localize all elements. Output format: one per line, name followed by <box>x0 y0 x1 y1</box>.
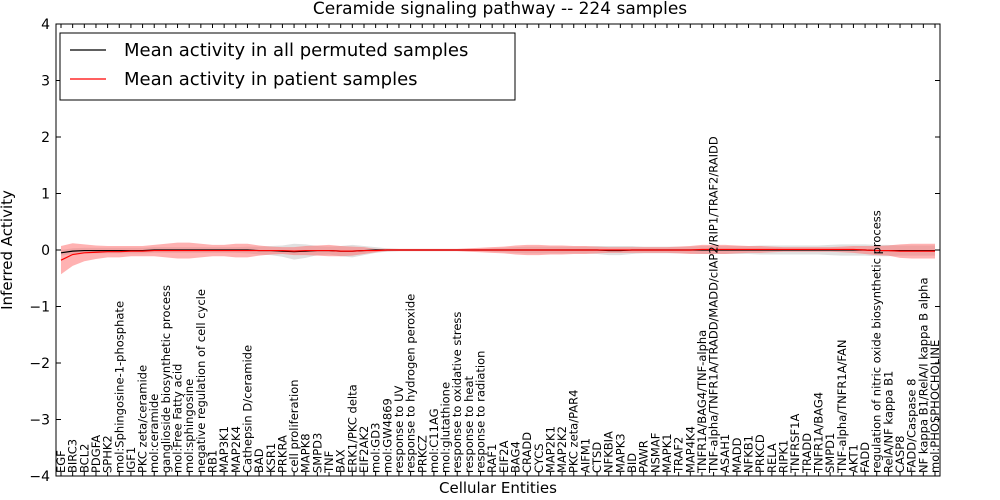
x-tick-label: TNF-alpha/TNFR1A/TRADD/MADD/cIAP2/RIP1/T… <box>707 136 721 474</box>
x-tick-label: mol:ceramide <box>147 394 161 473</box>
x-tick-label: TNF <box>322 451 336 474</box>
x-tick-label: response to radiation <box>474 351 488 473</box>
x-tick-label: RB1 <box>205 450 219 473</box>
x-tick-label: FADD/Caspase 8 <box>905 379 919 473</box>
x-tick-label: IGF1 <box>124 447 138 473</box>
x-tick-label: BID <box>625 453 639 473</box>
y-tick-label: 2 <box>41 130 50 146</box>
patient-mean-line <box>60 248 935 261</box>
legend-entry: Mean activity in patient samples <box>124 69 418 90</box>
x-tick-label: Cathepsin D/ceramide <box>240 345 254 473</box>
y-tick-label: −2 <box>29 356 50 372</box>
x-tick-label: PRKRA <box>275 435 289 473</box>
x-tick-label: mol:Sphingosine-1-phosphate <box>112 301 126 473</box>
x-tick-label: PAWR <box>637 440 651 473</box>
x-tick-label: MAP4K4 <box>683 426 697 473</box>
x-tick-label: MAPK8 <box>299 433 313 473</box>
x-axis-label: Cellular Entities <box>439 479 557 497</box>
x-tick-label: mol:GD3 <box>369 423 383 473</box>
x-tick-label: CYCS <box>532 443 546 473</box>
x-tick-label: TNF-alpha/TNFR1A/FAN <box>835 340 849 474</box>
x-tick-label: FADD <box>858 442 872 473</box>
x-tick-label: TNFR1A/BAG4 <box>811 392 825 474</box>
x-tick-label: TRAF2 <box>672 437 686 474</box>
y-tick-label: −4 <box>29 469 50 485</box>
x-tick-label: EIF2AK2 <box>357 426 371 473</box>
x-tick-label: ERK1/PKC delta <box>345 384 359 473</box>
x-tick-label: response to heat <box>462 376 476 473</box>
x-tick-label: MAP2K4 <box>229 426 243 473</box>
x-tick-label: PDGFA <box>89 435 103 473</box>
x-tick-label: MAPK3 <box>613 433 627 473</box>
x-tick-label: MAP3K1 <box>217 426 231 473</box>
x-tick-label: regulation of nitric oxide biosynthetic … <box>870 210 884 473</box>
x-tick-label: MADD <box>730 437 744 473</box>
x-tick-label: ganglioside biosynthetic process <box>159 285 173 473</box>
x-tick-label: BAX <box>334 449 348 473</box>
x-tick-label: MAPK1 <box>660 433 674 473</box>
legend-entry: Mean activity in all permuted samples <box>124 40 468 61</box>
y-tick-label: 0 <box>41 243 50 259</box>
x-tick-label: AIFM1 <box>578 438 592 473</box>
x-tick-label: mol:Free Fatty acid <box>171 364 185 473</box>
x-tick-label: BAD <box>252 448 266 473</box>
y-axis-label: Inferred Activity <box>0 190 16 310</box>
chart-title: Ceramide signaling pathway -- 224 sample… <box>313 0 687 19</box>
x-tick-label: SMPD1 <box>823 433 837 473</box>
y-tick-label: −3 <box>29 413 50 429</box>
x-tick-label: RelA/NF kappa B1 <box>881 371 895 473</box>
x-tick-label: PKC zeta/PAR4 <box>567 390 581 473</box>
x-tick-label: response to oxidative stress <box>450 312 464 473</box>
x-tick-label: EGF <box>54 450 68 473</box>
x-tick-label: TNFRSF1A <box>788 414 802 474</box>
x-tick-label: NSMAF <box>648 433 662 473</box>
x-tick-label: TRADD <box>800 433 814 474</box>
x-tick-label: BCL2 <box>77 444 91 473</box>
x-tick-label: response to hydrogen peroxide <box>404 294 418 473</box>
patient-std-band <box>61 242 935 275</box>
x-tick-label: EIF2A <box>497 440 511 473</box>
x-tick-label: SMPD3 <box>310 433 324 473</box>
x-tick-label: PKC zeta/ceramide <box>136 365 150 473</box>
y-tick-label: 1 <box>41 187 50 203</box>
x-tick-label: mol:C11AG <box>427 408 441 473</box>
x-tick-label: RIPK1 <box>777 440 791 473</box>
y-tick-label: 3 <box>41 74 50 90</box>
y-tick-label: 4 <box>41 17 50 33</box>
x-tick-label: NF kappa B1/RelA/I kappa B alpha <box>916 277 930 473</box>
x-tick-label: TNFR1A/BAG4/TNF-alpha <box>695 330 709 474</box>
x-tick-label: MAP2K1 <box>543 426 557 473</box>
x-tick-label: KSR1 <box>264 443 278 473</box>
legend: Mean activity in all permuted samples Mea… <box>59 32 516 101</box>
x-tick-label: mol:GW4869 <box>380 398 394 473</box>
x-tick-label: CASP8 <box>893 436 907 473</box>
x-tick-label: cell proliferation <box>287 379 301 473</box>
x-tick-label: RELA <box>765 443 779 473</box>
x-tick-label: ASAH1 <box>718 434 732 473</box>
x-tick-label: AKT1 <box>846 444 860 473</box>
x-tick-label: negative regulation of cell cycle <box>194 289 208 473</box>
y-tick-label: −1 <box>29 300 50 316</box>
x-tick-label: mol:PHOSPHOCHOLINE <box>928 340 942 473</box>
x-tick-label: NFKBIA <box>602 431 616 473</box>
x-tick-label: PRKCZ <box>415 435 429 473</box>
legend-box <box>59 32 516 101</box>
x-tick-label: CRADD <box>520 432 534 473</box>
x-tick-label: PRKCD <box>753 434 767 473</box>
x-tick-label: NFKB1 <box>742 435 756 473</box>
x-tick-label: RAF1 <box>485 444 499 473</box>
x-tick-label: response to UV <box>392 385 406 473</box>
x-tick-label: BIRC3 <box>66 439 80 473</box>
x-tick-label: MAP2K2 <box>555 426 569 473</box>
x-tick-label: mol:sphingosine <box>182 379 196 473</box>
x-tick-label: CTSD <box>590 442 604 473</box>
x-tick-label: BAG4 <box>508 441 522 473</box>
x-tick-label: SPHK2 <box>101 435 115 473</box>
x-tick-label: mol:glutathione <box>439 382 453 473</box>
